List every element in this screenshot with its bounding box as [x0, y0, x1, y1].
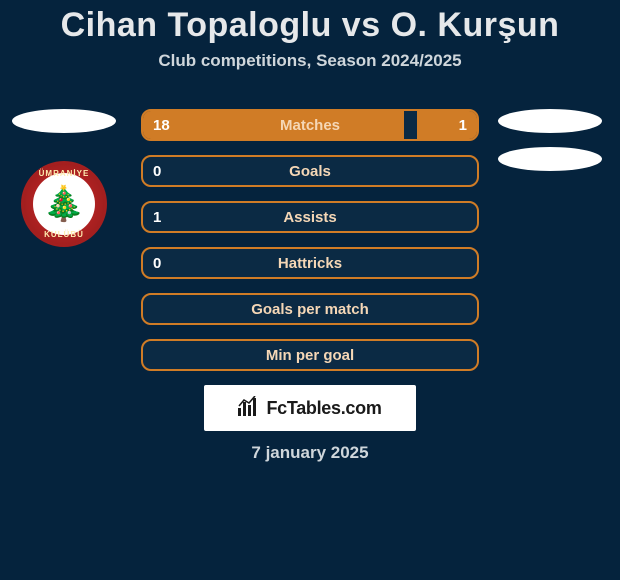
badge-inner: 🎄	[33, 173, 95, 235]
stat-row: 18Matches1	[141, 109, 479, 141]
club-badge-placeholder	[498, 147, 602, 171]
player-photo-placeholder	[498, 109, 602, 133]
chart-icon	[238, 396, 260, 421]
comparison-content: ÜMRANİYE 🎄 KULÜBÜ 18Matches10Goals1Assis…	[0, 71, 620, 463]
page-title: Cihan Topaloglu vs O. Kurşun	[0, 6, 620, 45]
stat-label: Goals per match	[199, 301, 421, 318]
tree-icon: 🎄	[43, 187, 85, 221]
left-player-column: ÜMRANİYE 🎄 KULÜBÜ	[8, 109, 120, 247]
player-photo-placeholder	[12, 109, 116, 133]
stat-row: 1Assists	[141, 201, 479, 233]
right-player-column	[494, 109, 606, 171]
stat-row: Goals per match	[141, 293, 479, 325]
stat-label: Hattricks	[199, 255, 421, 272]
brand-box: FcTables.com	[204, 385, 416, 431]
stat-row: Min per goal	[141, 339, 479, 371]
stat-label: Goals	[199, 163, 421, 180]
date-line: 7 january 2025	[0, 443, 620, 463]
stat-label: Min per goal	[199, 347, 421, 364]
stat-label: Matches	[199, 117, 421, 134]
club-badge-left: ÜMRANİYE 🎄 KULÜBÜ	[21, 161, 107, 247]
stats-list: 18Matches10Goals1Assists0HattricksGoals …	[141, 109, 479, 371]
stat-row: 0Hattricks	[141, 247, 479, 279]
subtitle: Club competitions, Season 2024/2025	[0, 51, 620, 71]
badge-bottom-text: KULÜBÜ	[44, 230, 84, 239]
stat-row: 0Goals	[141, 155, 479, 187]
stat-label: Assists	[199, 209, 421, 226]
stat-value-left: 1	[143, 209, 199, 226]
stat-value-left: 0	[143, 255, 199, 272]
stat-value-left: 0	[143, 163, 199, 180]
stat-value-right: 1	[421, 117, 477, 134]
badge-top-text: ÜMRANİYE	[39, 169, 90, 178]
stat-value-left: 18	[143, 117, 199, 134]
brand-text: FcTables.com	[266, 398, 381, 419]
